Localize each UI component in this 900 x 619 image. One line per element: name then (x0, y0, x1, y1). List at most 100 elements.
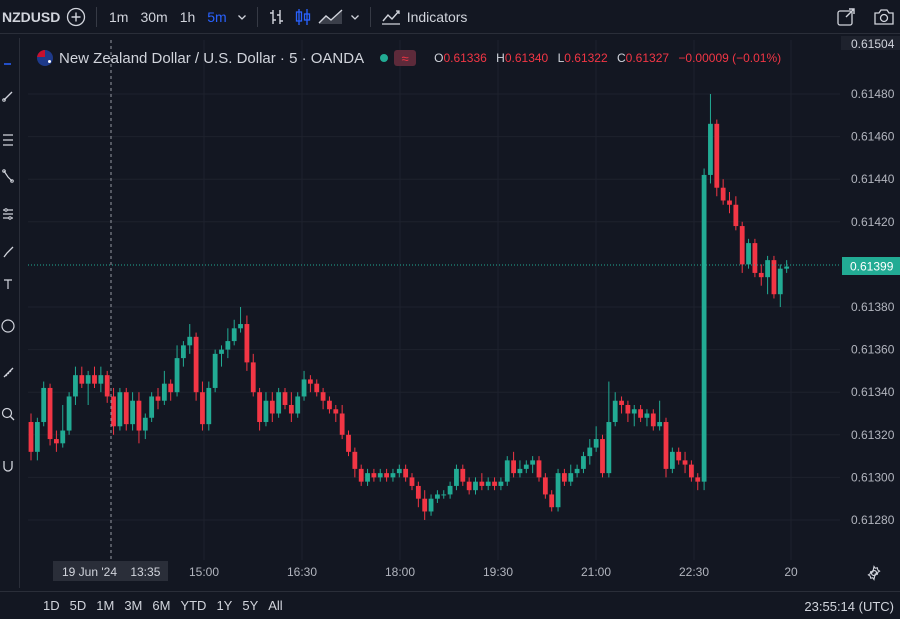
candle-body (244, 324, 250, 363)
candle (689, 460, 694, 482)
candle-body (473, 481, 478, 491)
candle-body (320, 392, 326, 401)
crosshair-time-label: 19 Jun '24 13:35 (62, 565, 161, 579)
candle (28, 413, 34, 461)
candle (676, 447, 682, 465)
price-chart[interactable]: 0.61480 0.61460 0.61440 0.61420 0.61380 0.613… (0, 0, 900, 591)
candle-body (485, 481, 491, 486)
candle (612, 392, 618, 427)
sliders-icon (3, 208, 13, 220)
interval-5m[interactable]: 5m (207, 8, 227, 25)
area-style-button[interactable] (316, 3, 346, 31)
candle (117, 387, 123, 431)
utc-clock[interactable]: 23:55:14 (UTC) (804, 599, 894, 614)
chart-type-dropdown-button[interactable] (346, 3, 364, 31)
drawing-toolbar (0, 38, 20, 588)
candle-body (396, 468, 402, 474)
snapshot-button[interactable] (870, 3, 898, 31)
candle-body (47, 387, 53, 440)
interval-dropdown-button[interactable] (233, 3, 251, 31)
range-all[interactable]: All (268, 598, 283, 613)
candle (523, 460, 529, 474)
cursor-tool[interactable] (0, 54, 16, 74)
compare-symbol-button[interactable] (62, 3, 90, 31)
candle-body (447, 485, 453, 495)
price-tick-label: 0.61280 (851, 513, 895, 527)
candle (777, 264, 783, 307)
range-1m[interactable]: 1M (96, 598, 115, 613)
candle (60, 404, 66, 448)
candle (574, 464, 580, 478)
brush-tool[interactable] (0, 242, 16, 262)
candle-body (269, 400, 275, 414)
toolbar-divider (369, 6, 371, 27)
high-label: H (496, 51, 505, 65)
candle-body (301, 379, 307, 397)
text-tool[interactable] (0, 274, 16, 294)
candle (739, 221, 745, 273)
candle-body (720, 187, 726, 201)
ruler-icon (3, 367, 14, 378)
candle-body (631, 409, 637, 414)
forecast-tool[interactable] (0, 204, 16, 224)
time-tick-label: 18:00 (385, 565, 415, 579)
candle-body (689, 464, 694, 478)
candle (54, 430, 59, 452)
indicators-button[interactable]: Indicators (377, 3, 472, 31)
icon-tool[interactable] (0, 316, 16, 336)
candle-body (346, 434, 351, 452)
candle (784, 260, 790, 273)
symbol-search-button[interactable]: NZDUSD (2, 8, 61, 25)
candle (428, 494, 434, 516)
chart-settings-button[interactable] (864, 563, 884, 583)
candle-body (66, 396, 72, 431)
candle (130, 392, 135, 431)
candle (600, 434, 605, 478)
zoom-tool[interactable] (0, 404, 16, 424)
candle-body (454, 468, 459, 486)
candle-body (238, 324, 243, 329)
data-status-badge[interactable]: ≈ (394, 50, 417, 66)
candle-body (187, 336, 193, 346)
candle (771, 255, 777, 299)
measure-tool[interactable] (0, 362, 16, 382)
time-tick-label: 15:00 (189, 565, 219, 579)
high-value: 0.61340 (504, 51, 549, 65)
fullscreen-button[interactable] (832, 3, 860, 31)
range-6m[interactable]: 6M (152, 598, 171, 613)
range-5d[interactable]: 5D (69, 598, 87, 613)
candle-body (403, 468, 409, 478)
candle (593, 426, 599, 452)
candle-body (619, 400, 624, 405)
magnet-tool[interactable] (0, 456, 16, 476)
interval-1m[interactable]: 1m (109, 8, 129, 25)
candle (85, 370, 91, 405)
candle (327, 396, 332, 414)
candle (511, 451, 516, 478)
candle (473, 477, 478, 495)
candle (733, 196, 739, 231)
candle-body (212, 353, 218, 388)
pattern-tool[interactable] (0, 166, 16, 186)
candle (644, 409, 650, 427)
interval-1h[interactable]: 1h (179, 8, 196, 25)
range-ytd[interactable]: YTD (180, 598, 207, 613)
range-1d[interactable]: 1D (43, 598, 60, 613)
candle (257, 387, 262, 431)
candle-body (701, 174, 707, 482)
interval-30m[interactable]: 30m (140, 8, 168, 25)
nz-flag-icon (37, 50, 53, 66)
range-3m[interactable]: 3M (124, 598, 143, 613)
fib-tool[interactable] (0, 130, 16, 150)
candle (47, 383, 53, 446)
chevron-down-icon (237, 14, 246, 20)
candle (663, 417, 669, 478)
candle-body (593, 439, 599, 448)
trend-line-tool[interactable] (0, 86, 16, 106)
pencil-icon (2, 91, 13, 102)
bar-style-button[interactable] (264, 3, 290, 31)
candle (238, 307, 243, 333)
range-5y[interactable]: 5Y (242, 598, 259, 613)
candles-style-button[interactable] (290, 3, 316, 31)
range-1y[interactable]: 1Y (216, 598, 233, 613)
